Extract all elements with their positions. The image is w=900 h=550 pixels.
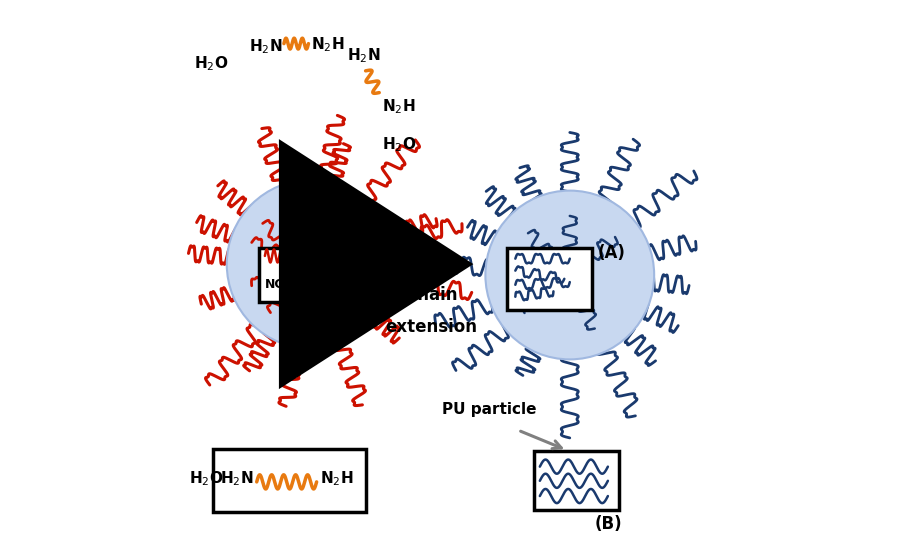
Text: H$_2$N: H$_2$N	[346, 46, 380, 65]
Text: H$_2$O: H$_2$O	[307, 277, 336, 293]
Text: N$_2$H: N$_2$H	[311, 35, 345, 54]
Text: H$_2$N: H$_2$N	[248, 38, 282, 57]
Text: extension: extension	[385, 318, 477, 336]
Circle shape	[227, 180, 396, 349]
FancyBboxPatch shape	[508, 248, 591, 310]
Text: H$_2$N: H$_2$N	[220, 469, 254, 488]
Circle shape	[485, 191, 654, 359]
Text: NCO: NCO	[291, 248, 320, 261]
Text: N$_2$H: N$_2$H	[382, 98, 416, 117]
Text: (A): (A)	[598, 244, 626, 262]
FancyBboxPatch shape	[213, 449, 365, 512]
Text: Chain: Chain	[405, 285, 457, 304]
FancyBboxPatch shape	[259, 248, 346, 302]
Text: PU particle: PU particle	[442, 402, 536, 417]
Text: H$_2$O: H$_2$O	[382, 136, 417, 155]
FancyBboxPatch shape	[535, 452, 619, 510]
Text: NCO: NCO	[265, 278, 295, 292]
Text: (B): (B)	[594, 515, 622, 534]
Text: N$_2$H: N$_2$H	[320, 469, 354, 488]
Text: H$_2$O: H$_2$O	[194, 54, 229, 73]
Text: H$_2$O: H$_2$O	[189, 469, 223, 488]
